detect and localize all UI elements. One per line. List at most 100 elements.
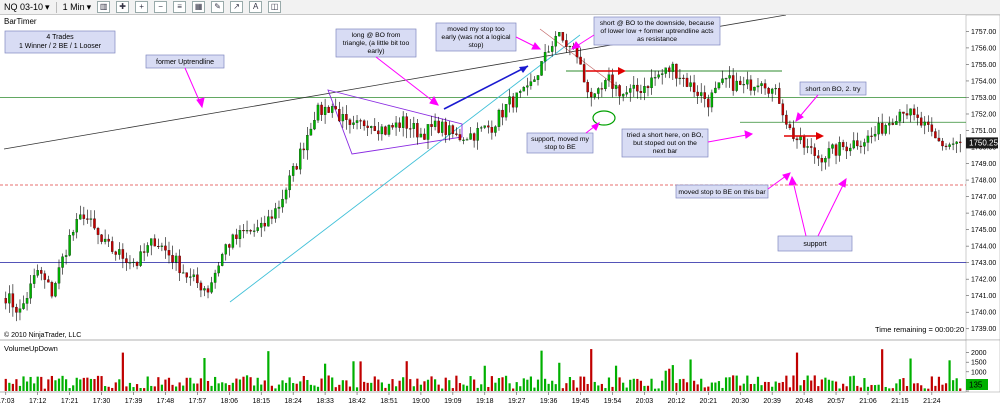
volume-bar [739,385,742,391]
short2-entry-arrowhead [816,132,824,140]
text-icon[interactable]: A [249,1,263,13]
draw-icon[interactable]: ✎ [211,1,225,13]
lock-icon[interactable]: ◫ [268,1,282,13]
volume-bar [199,378,203,391]
candle-body [370,126,373,128]
volume-bar [125,386,128,391]
candle-body [61,256,64,268]
candle-body [877,123,880,135]
time-tick-label: 17:30 [93,398,111,405]
properties-icon[interactable]: ≡ [173,1,187,13]
volume-bar [678,379,682,391]
instrument-selector[interactable]: NQ 03-10 ▾ [4,1,50,13]
volume-bar [497,378,501,391]
candle-body [86,218,89,220]
volume-bar [664,370,667,391]
volume-tag-text: 135 [969,381,983,390]
candle-body [352,122,355,125]
candle-body [409,128,412,130]
volume-bar [238,379,242,391]
layers-icon[interactable]: ▦ [192,1,206,13]
candle-body [884,125,887,134]
candle-body [167,250,171,256]
volume-bar [508,383,511,391]
arrow-long [375,56,439,106]
candle-body [252,230,256,232]
volume-bar [852,375,855,391]
volume-bar [267,351,270,391]
arrow-support-right-head [838,177,847,188]
volume-bar [909,358,912,391]
volume-bar [941,384,944,391]
arrow-support-left [791,176,807,237]
volume-bar [341,380,344,391]
candle-body [799,136,802,141]
candle-body [267,216,270,227]
volume-bar [281,380,284,391]
candle-body [132,261,135,263]
zoom-in-icon[interactable]: + [135,1,149,13]
volume-bar [419,384,423,391]
candlesticks [4,31,962,322]
volume-bar [331,377,334,391]
candle-body [742,84,746,86]
candle-body [228,244,231,248]
candle-body [912,108,916,115]
volume-bar [295,383,298,391]
volume-bar [685,382,689,391]
long-line-1: long @ BO from [352,32,401,39]
candle-body [64,255,68,257]
candle-body [281,198,284,208]
volume-bar [253,385,256,391]
arrow-uptrendline-head [196,97,205,109]
arrow-support-right [817,178,847,237]
candle-body [930,124,934,132]
volume-bar [565,383,568,391]
candle-body [898,111,902,122]
interval-selector[interactable]: 1 Min ▾ [62,1,92,13]
candle-body [770,88,774,94]
candle-body [469,133,472,140]
candle-body [511,96,515,108]
volume-bar [324,363,327,391]
crosshair-icon[interactable]: ✚ [116,1,130,13]
candle-body [863,142,866,147]
candle-body [465,139,469,141]
volume-bar [121,352,124,391]
volume-bar [515,382,518,391]
candle-body [550,46,554,52]
volume-bar [313,385,316,391]
price-tick-label: 1743.00 [971,260,996,267]
candle-body [870,135,873,137]
candle-body [547,51,550,53]
candle-body [487,125,490,128]
candle-body [778,88,781,104]
candle-body [657,74,660,78]
support-box [777,235,853,252]
candle-body [916,114,919,118]
candle-body [100,234,103,242]
volume-bar [675,383,678,391]
long-trade-arrowhead [519,66,528,73]
support-text: support [803,241,826,248]
moved-stop-line-3: stop) [468,42,483,49]
volume-bar [355,387,359,391]
arrow-icon[interactable]: ↗ [230,1,244,13]
volume-bar [728,377,731,391]
candle-body [139,251,142,266]
volume-bar [377,379,380,391]
bars-icon[interactable]: ▥ [97,1,111,13]
candle-body [927,121,930,125]
volume-bar [89,378,93,391]
candle-body [309,128,313,136]
candle-body [618,85,621,97]
volume-bar [831,380,834,391]
support-be-box [526,132,594,154]
candle-body [302,148,306,151]
time-tick-label: 19:45 [572,398,590,405]
volume-bar [217,383,220,391]
zoom-out-icon[interactable]: − [154,1,168,13]
price-tick-label: 1739.00 [971,326,996,333]
candle-body [391,125,394,128]
